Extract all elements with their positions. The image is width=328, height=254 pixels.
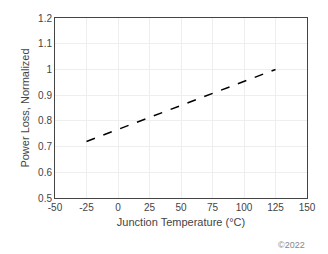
svg-text:Power Loss, Normalized: Power Loss, Normalized (19, 48, 31, 167)
svg-text:0.8: 0.8 (38, 115, 52, 126)
svg-text:©2022: ©2022 (278, 240, 305, 250)
svg-text:125: 125 (267, 202, 284, 213)
svg-text:1: 1 (46, 64, 52, 75)
svg-text:0: 0 (115, 202, 121, 213)
svg-text:0.7: 0.7 (38, 141, 52, 152)
svg-text:1.2: 1.2 (38, 13, 52, 24)
svg-text:150: 150 (299, 202, 316, 213)
svg-text:-25: -25 (79, 202, 94, 213)
svg-text:0.5: 0.5 (38, 193, 52, 204)
svg-text:0.9: 0.9 (38, 90, 52, 101)
svg-text:Junction Temperature (°C): Junction Temperature (°C) (117, 216, 245, 228)
svg-text:1.1: 1.1 (38, 38, 52, 49)
svg-text:0.6: 0.6 (38, 167, 52, 178)
svg-text:75: 75 (207, 202, 219, 213)
svg-text:-50: -50 (48, 202, 63, 213)
svg-text:25: 25 (144, 202, 156, 213)
svg-text:100: 100 (236, 202, 253, 213)
svg-text:50: 50 (175, 202, 187, 213)
